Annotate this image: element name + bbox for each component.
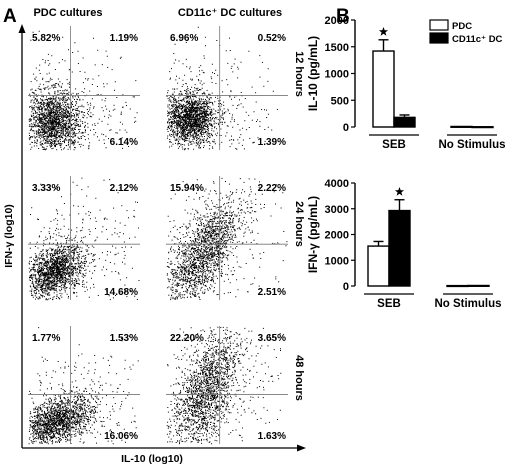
significance-star <box>394 186 405 196</box>
dot-cloud <box>166 26 278 151</box>
dot-cloud <box>166 177 288 301</box>
pct-upper-right: 3.65% <box>258 333 286 344</box>
pct-upper-left: 22.20% <box>170 333 204 344</box>
pct-lower-right: 1.63% <box>258 431 286 442</box>
bar-chart-1: 0 500 1000 1500 2000 IL-10 (pg/mL) SEB No Stimu… <box>306 15 506 151</box>
row-label-12h: 12 hours <box>293 51 305 97</box>
pct-lower-right: 6.14% <box>110 137 138 148</box>
y-tick-label: 500 <box>331 95 349 107</box>
y-axis-title: IL-10 (pg/mL) <box>306 36 320 111</box>
y-tick-label: 3000 <box>325 204 349 216</box>
events <box>28 327 139 445</box>
row-label-24h: 24 hours <box>293 201 305 247</box>
events <box>166 177 288 301</box>
pct-upper-left: 5.82% <box>32 33 60 44</box>
y-tick-label: 0 <box>343 122 349 134</box>
dot-cloud <box>28 327 139 445</box>
flow-cytometry-grid: 5.82% 1.19% 6.14% 6.96% 0.52% 1.39% 3.33% 2.12%… <box>28 26 288 445</box>
y-tick-label: 2000 <box>325 15 349 27</box>
pct-upper-right: 1.19% <box>110 33 138 44</box>
column-title-pdc: PDC cultures <box>33 7 102 19</box>
legend-swatch <box>429 19 449 31</box>
flow-x-axis-title: IL-10 (log10) <box>121 453 183 465</box>
flow-plot-1-1: 5.82% 1.19% 6.14% <box>28 26 140 151</box>
row-label-48h: 48 hours <box>293 355 305 401</box>
flow-plot-1-2: 6.96% 0.52% 1.39% <box>166 26 288 151</box>
events <box>28 177 140 301</box>
y-axis-title: IFN-γ (pg/mL) <box>306 196 320 273</box>
y-tick-label: 0 <box>343 281 349 293</box>
flow-plot-3-1: 1.77% 1.53% 16.06% <box>28 326 140 445</box>
bar-pdc-seb <box>367 245 390 287</box>
legend-label: PDC <box>452 21 472 32</box>
y-tick-label: 2000 <box>325 230 349 242</box>
legend-label: CD11c⁺ DC <box>452 34 503 45</box>
pct-upper-right: 2.22% <box>258 183 286 194</box>
pct-upper-right: 1.53% <box>110 333 138 344</box>
pct-lower-right: 16.06% <box>104 431 138 442</box>
pct-upper-left: 1.77% <box>32 333 60 344</box>
dot-cloud <box>28 177 140 301</box>
category-label: SEB <box>382 139 406 151</box>
category-label: SEB <box>377 298 401 310</box>
column-title-cd11c: CD11c⁺ DC cultures <box>178 7 282 19</box>
dot-cloud <box>166 326 282 445</box>
pct-upper-right: 0.52% <box>258 33 286 44</box>
bar-cd11c-seb <box>393 116 416 128</box>
y-tick-label: 4000 <box>325 178 349 190</box>
bar-cd11c-no-stimulus <box>471 126 494 129</box>
category-label: No Stimulus <box>434 298 501 310</box>
flow-plot-2-1: 3.33% 2.12% 14.68% <box>28 176 140 301</box>
bar-charts: 0 500 1000 1500 2000 IL-10 (pg/mL) SEB No Stimu… <box>306 15 506 310</box>
bar-cd11c-seb <box>388 209 411 287</box>
bar-pdc-no-stimulus <box>446 284 469 288</box>
pct-upper-left: 3.33% <box>32 183 60 194</box>
events <box>166 326 282 445</box>
flow-y-axis-arrow <box>18 24 26 33</box>
pct-upper-right: 2.12% <box>110 183 138 194</box>
pct-lower-right: 14.68% <box>104 287 138 298</box>
panel-a-letter: A <box>3 6 17 27</box>
category-label: No Stimulus <box>438 139 505 151</box>
pct-lower-right: 2.51% <box>258 287 286 298</box>
events <box>28 30 138 151</box>
flow-x-axis-arrow <box>297 444 306 452</box>
panel-b-letter: B <box>336 6 350 27</box>
y-tick-label: 1000 <box>325 69 349 81</box>
legend-swatch <box>429 32 449 44</box>
bar-pdc-seb <box>372 50 395 128</box>
pct-upper-left: 15.94% <box>170 183 204 194</box>
pct-lower-right: 1.39% <box>258 137 286 148</box>
flow-plot-3-2: 22.20% 3.65% 1.63% <box>166 326 288 445</box>
flow-y-axis-title: IFN-γ (log10) <box>3 204 15 268</box>
significance-star <box>378 26 389 36</box>
y-tick-label: 1500 <box>325 42 349 54</box>
bar-chart-2: 0 1000 2000 3000 4000 IFN-γ (pg/mL) SEB No Stim… <box>306 178 502 310</box>
dot-cloud <box>28 30 138 151</box>
flow-plot-2-2: 15.94% 2.22% 2.51% <box>166 176 288 301</box>
pct-upper-left: 6.96% <box>170 33 198 44</box>
events <box>166 26 278 151</box>
bar-cd11c-no-stimulus <box>467 284 490 287</box>
bar-pdc-no-stimulus <box>450 125 473 128</box>
y-tick-label: 1000 <box>325 255 349 267</box>
